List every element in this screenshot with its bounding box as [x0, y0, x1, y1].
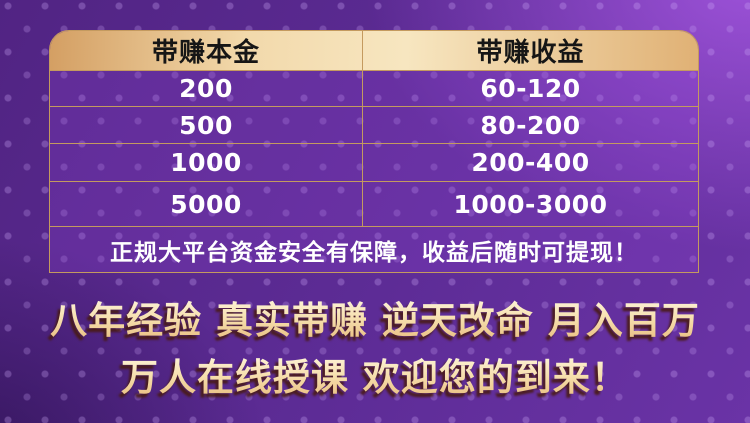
guarantee-notice-row: 正规大平台资金安全有保障，收益后随时可提现！	[50, 227, 698, 272]
table-row: 500 80-200	[50, 107, 698, 144]
slogan-line-1: 八年经验 真实带赚 逆天改命 月入百万	[50, 299, 700, 342]
table-row: 200 60-120	[50, 71, 698, 107]
cell-profit: 1000-3000	[453, 189, 608, 219]
cell-profit: 60-120	[480, 74, 581, 103]
table-row: 5000 1000-3000	[50, 182, 698, 227]
guarantee-notice: 正规大平台资金安全有保障，收益后随时可提现！	[110, 239, 638, 266]
table-header-principal: 带赚本金	[50, 31, 363, 70]
cell-profit: 200-400	[471, 148, 590, 177]
rate-table: 带赚本金 带赚收益 200 60-120 500 80-200 1000 200…	[49, 30, 699, 273]
table-header-profit: 带赚收益	[476, 38, 585, 68]
slogan-block: 八年经验 真实带赚 逆天改命 月入百万 万人在线授课 欢迎您的到来！	[0, 299, 750, 400]
slogan-line-2: 万人在线授课 欢迎您的到来！	[121, 356, 629, 399]
cell-principal: 500	[50, 107, 363, 143]
cell-profit: 80-200	[480, 110, 581, 140]
cell-principal: 200	[50, 71, 363, 106]
cell-principal: 5000	[50, 182, 363, 226]
table-row: 1000 200-400	[50, 144, 698, 182]
cell-principal: 1000	[50, 144, 363, 181]
table-header-row: 带赚本金 带赚收益	[50, 31, 698, 71]
